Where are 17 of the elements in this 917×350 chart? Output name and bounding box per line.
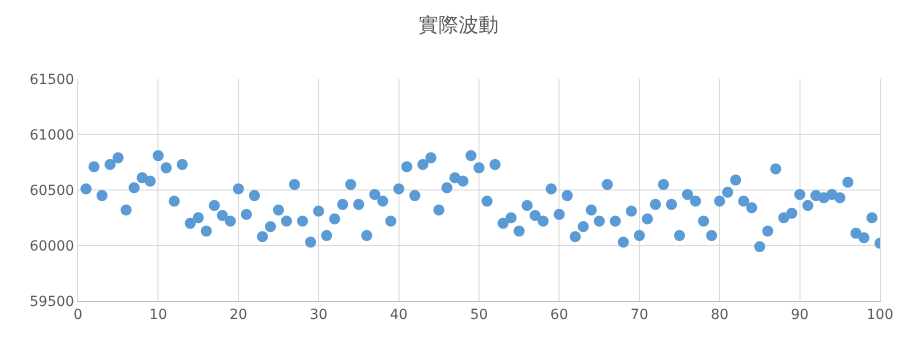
y-tick-label: 59500: [30, 294, 74, 310]
x-tick-label: 70: [630, 306, 648, 323]
x-tick-label: 20: [229, 306, 248, 323]
x-tick-label: 50: [470, 306, 488, 323]
y-tick-label: 60500: [30, 182, 74, 199]
x-tick-label: 80: [710, 306, 729, 323]
x-tick-label: 0: [74, 306, 82, 323]
y-tick-label: 61500: [30, 72, 74, 88]
x-tick-label: 30: [310, 306, 328, 323]
x-tick-label: 100: [866, 306, 894, 323]
x-tick-label: 90: [790, 306, 809, 323]
chart-title: 實際波動: [418, 12, 498, 36]
x-tick-label: 40: [390, 306, 408, 323]
x-tick-label: 10: [149, 306, 168, 323]
x-tick-label: 60: [550, 306, 568, 323]
y-tick-label: 60000: [30, 238, 74, 254]
y-tick-label: 61000: [30, 127, 74, 144]
